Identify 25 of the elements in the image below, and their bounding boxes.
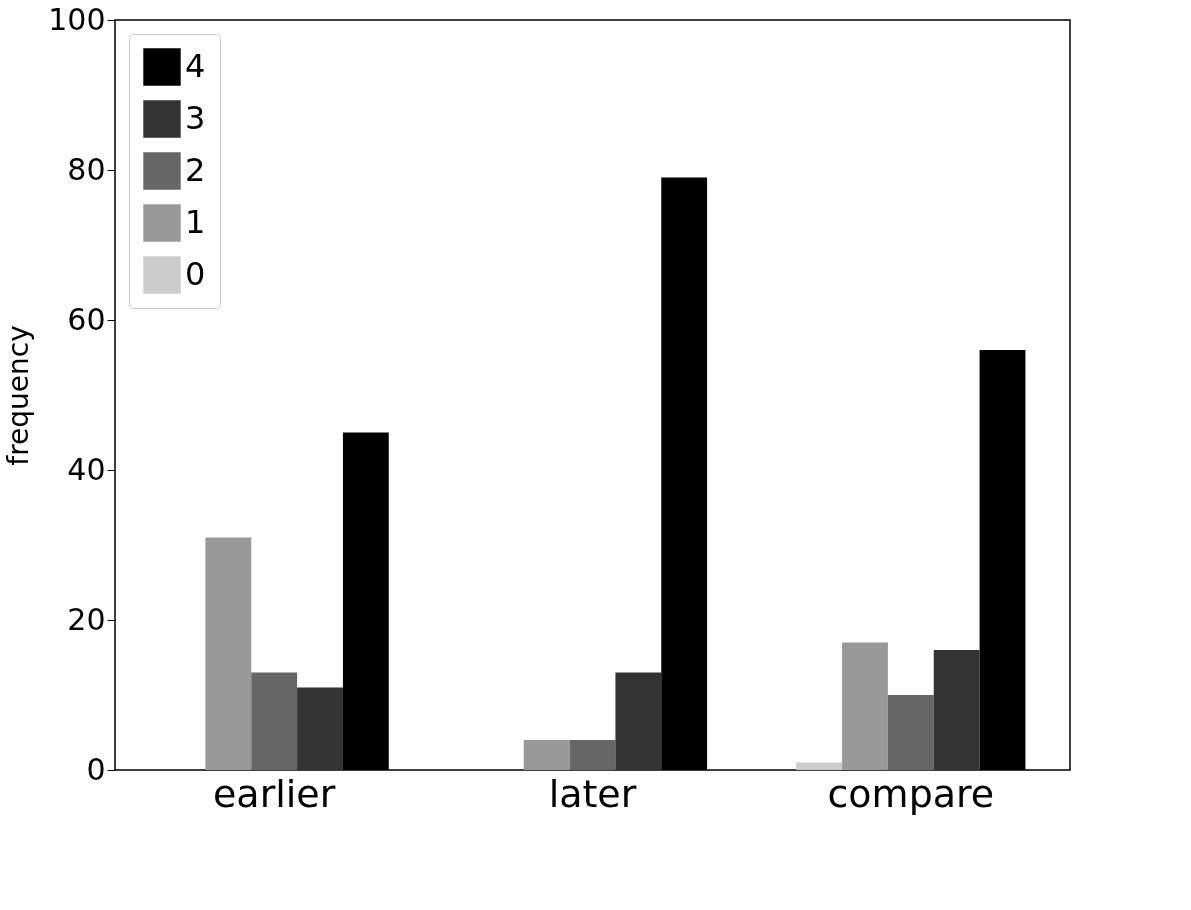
y-tick-label: 80 — [67, 151, 106, 187]
y-tick-label: 100 — [48, 1, 106, 37]
bar — [523, 740, 570, 770]
legend-label: 3 — [185, 99, 206, 137]
legend-label: 0 — [185, 255, 206, 293]
bar — [887, 695, 934, 770]
x-tick-label: later — [548, 771, 637, 816]
legend-label: 2 — [185, 151, 206, 189]
x-tick-label: earlier — [212, 771, 336, 816]
bar — [842, 642, 888, 770]
legend-label: 4 — [185, 47, 206, 85]
bar — [205, 537, 252, 770]
bar — [251, 672, 298, 770]
y-tick-label: 0 — [86, 751, 106, 787]
bar — [615, 672, 662, 770]
x-tick-label: compare — [827, 771, 995, 816]
legend-label: 1 — [185, 203, 206, 241]
bar — [297, 687, 343, 770]
bar — [569, 740, 616, 770]
y-tick-label: 20 — [67, 601, 106, 637]
y-axis-title: frequency — [2, 325, 36, 466]
y-tick-label: 40 — [67, 451, 106, 487]
bar — [933, 650, 980, 770]
y-tick-label: 60 — [67, 301, 106, 337]
bar — [796, 762, 843, 770]
